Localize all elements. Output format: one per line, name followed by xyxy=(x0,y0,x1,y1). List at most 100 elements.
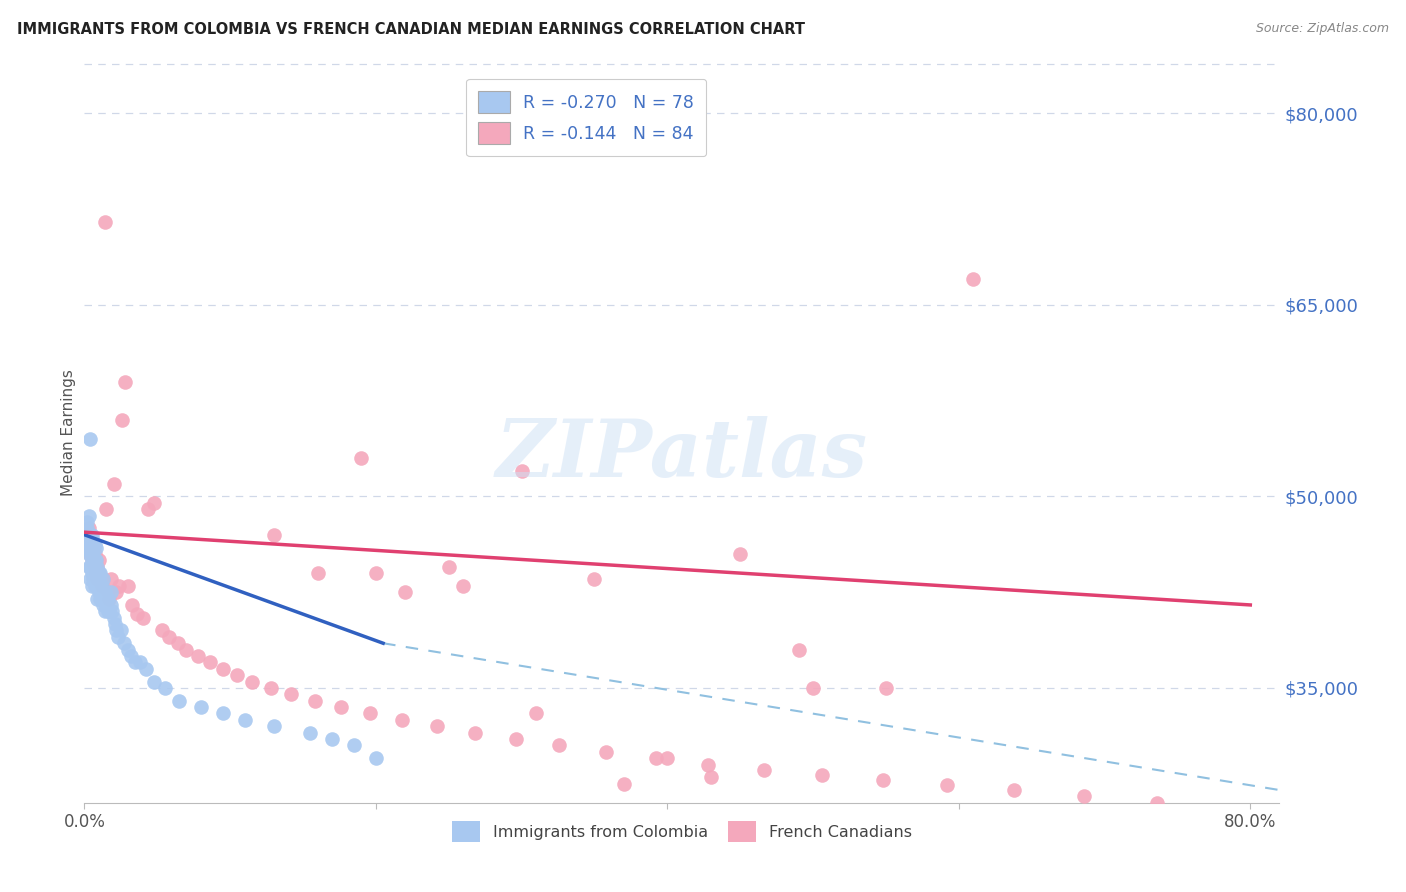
Point xyxy=(263,527,285,541)
Point xyxy=(697,757,720,772)
Point xyxy=(84,553,107,567)
Point xyxy=(98,591,121,606)
Point xyxy=(100,585,122,599)
Point xyxy=(79,432,101,446)
Point xyxy=(82,573,104,587)
Point xyxy=(76,538,98,552)
Point xyxy=(104,617,127,632)
Point xyxy=(77,508,100,523)
Point xyxy=(263,719,285,733)
Point xyxy=(135,662,157,676)
Y-axis label: Median Earnings: Median Earnings xyxy=(60,369,76,496)
Point xyxy=(613,777,636,791)
Point xyxy=(128,656,150,670)
Point xyxy=(233,713,256,727)
Point xyxy=(464,725,486,739)
Point xyxy=(76,521,98,535)
Point xyxy=(83,547,105,561)
Point xyxy=(86,573,108,587)
Point xyxy=(583,573,606,587)
Point xyxy=(112,636,135,650)
Point xyxy=(226,668,249,682)
Point xyxy=(211,706,233,721)
Point xyxy=(98,604,121,618)
Point xyxy=(505,731,527,746)
Point xyxy=(90,579,112,593)
Point xyxy=(77,521,100,535)
Point xyxy=(167,694,190,708)
Point xyxy=(76,515,98,529)
Point xyxy=(157,630,180,644)
Point xyxy=(143,674,166,689)
Point xyxy=(364,566,387,580)
Point xyxy=(83,564,105,578)
Point xyxy=(79,559,101,574)
Point xyxy=(89,579,111,593)
Point xyxy=(117,579,139,593)
Point xyxy=(105,624,128,638)
Point xyxy=(75,525,97,540)
Point xyxy=(89,566,111,580)
Point xyxy=(343,739,366,753)
Point xyxy=(86,559,108,574)
Text: IMMIGRANTS FROM COLOMBIA VS FRENCH CANADIAN MEDIAN EARNINGS CORRELATION CHART: IMMIGRANTS FROM COLOMBIA VS FRENCH CANAD… xyxy=(17,22,804,37)
Point xyxy=(94,215,117,229)
Point xyxy=(76,543,98,558)
Point xyxy=(86,559,108,574)
Point xyxy=(811,768,834,782)
Point xyxy=(321,731,343,746)
Point xyxy=(90,585,112,599)
Legend: Immigrants from Colombia, French Canadians: Immigrants from Colombia, French Canadia… xyxy=(446,814,918,848)
Point xyxy=(364,751,387,765)
Point xyxy=(83,559,105,574)
Point xyxy=(211,662,233,676)
Point xyxy=(111,413,134,427)
Point xyxy=(644,751,666,765)
Point xyxy=(391,713,413,727)
Point xyxy=(394,585,416,599)
Point xyxy=(84,566,107,580)
Point xyxy=(87,585,110,599)
Point xyxy=(143,496,166,510)
Point xyxy=(510,464,533,478)
Point xyxy=(86,573,108,587)
Point xyxy=(107,630,129,644)
Point xyxy=(80,553,103,567)
Point xyxy=(700,770,723,784)
Point xyxy=(84,553,107,567)
Point xyxy=(80,541,103,555)
Point xyxy=(91,573,114,587)
Point xyxy=(100,573,122,587)
Point xyxy=(75,527,97,541)
Point xyxy=(103,610,125,624)
Point xyxy=(120,648,142,663)
Point xyxy=(176,642,198,657)
Point xyxy=(80,527,103,541)
Point xyxy=(801,681,824,695)
Point xyxy=(548,739,571,753)
Point xyxy=(96,502,118,516)
Point xyxy=(84,573,107,587)
Point xyxy=(84,566,107,580)
Point xyxy=(110,624,132,638)
Point xyxy=(150,624,173,638)
Point xyxy=(77,547,100,561)
Point xyxy=(80,566,103,580)
Point xyxy=(96,598,118,612)
Point xyxy=(80,538,103,552)
Point xyxy=(1146,796,1168,810)
Point xyxy=(105,585,128,599)
Point xyxy=(872,772,894,787)
Point xyxy=(100,598,122,612)
Point xyxy=(87,553,110,567)
Point xyxy=(657,751,679,765)
Point xyxy=(453,579,475,593)
Point xyxy=(138,502,160,516)
Point xyxy=(125,607,148,621)
Point xyxy=(87,573,110,587)
Point xyxy=(329,700,352,714)
Point xyxy=(94,604,117,618)
Point xyxy=(524,706,547,721)
Point xyxy=(875,681,897,695)
Point xyxy=(260,681,283,695)
